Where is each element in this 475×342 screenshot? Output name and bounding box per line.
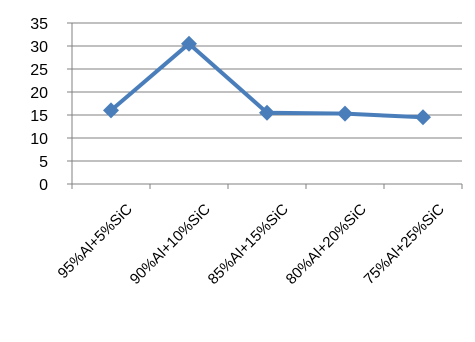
data-point-marker bbox=[103, 102, 119, 119]
y-tick-label: 10 bbox=[30, 131, 48, 148]
x-tick-label: 85%Al+15%SiC bbox=[205, 201, 292, 288]
y-tick-label: 20 bbox=[30, 85, 48, 102]
x-tick-label: 75%Al+25%SiC bbox=[361, 201, 448, 288]
data-point-marker bbox=[259, 104, 275, 121]
x-tick-label: 80%Al+20%SiC bbox=[283, 201, 370, 288]
series bbox=[103, 35, 431, 126]
x-tick-label: 95%Al+5%SiC bbox=[55, 201, 136, 282]
x-tick-labels: 95%Al+5%SiC90%Al+10%SiC85%Al+15%SiC80%Al… bbox=[55, 201, 448, 288]
y-tick-label: 5 bbox=[39, 154, 48, 171]
data-point-marker bbox=[415, 109, 431, 126]
y-tick-label: 35 bbox=[30, 16, 48, 33]
y-tick-label: 25 bbox=[30, 62, 48, 79]
axes bbox=[67, 22, 463, 189]
y-tick-label: 0 bbox=[39, 177, 48, 194]
y-tick-labels: 0 5 10 15 20 25 30 35 bbox=[30, 16, 48, 194]
y-tick-label: 15 bbox=[30, 108, 48, 125]
data-point-marker bbox=[337, 105, 353, 122]
x-tick-label: 90%Al+10%SiC bbox=[127, 201, 214, 288]
data-point-marker bbox=[181, 35, 197, 52]
y-tick-label: 30 bbox=[30, 39, 48, 56]
